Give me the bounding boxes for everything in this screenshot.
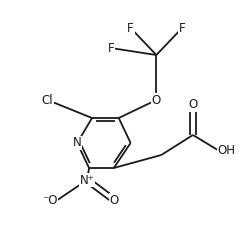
Text: F: F	[108, 41, 114, 55]
Text: OH: OH	[218, 144, 236, 157]
Text: O: O	[109, 193, 118, 207]
Text: F: F	[179, 21, 185, 35]
Text: Cl: Cl	[42, 94, 53, 106]
Text: N⁺: N⁺	[80, 174, 95, 187]
Text: F: F	[127, 21, 134, 35]
Text: ⁻O: ⁻O	[42, 193, 57, 207]
Text: O: O	[188, 99, 198, 111]
Text: N: N	[73, 137, 82, 149]
Text: O: O	[152, 94, 161, 106]
